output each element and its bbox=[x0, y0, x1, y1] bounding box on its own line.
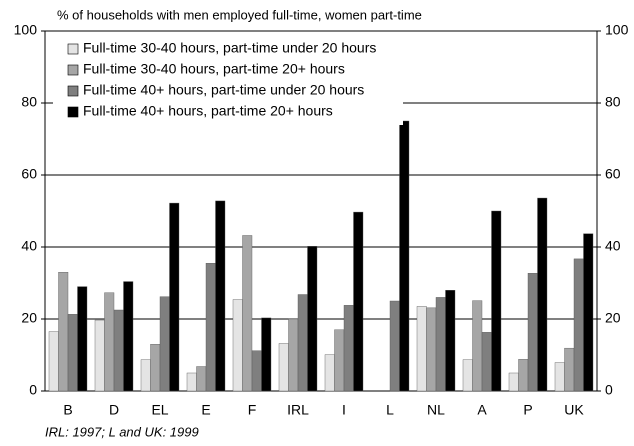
bar bbox=[583, 233, 594, 392]
y-tick-label: 20 bbox=[21, 310, 37, 326]
footnote: IRL: 1997; L and UK: 1999 bbox=[45, 424, 199, 439]
bar bbox=[150, 344, 161, 392]
x-tick-label: L bbox=[386, 402, 394, 418]
x-tick-label: I bbox=[342, 402, 346, 418]
y-tick-label: 60 bbox=[21, 166, 37, 182]
x-tick-label: F bbox=[248, 402, 257, 418]
bar bbox=[169, 202, 180, 392]
bar bbox=[113, 309, 124, 392]
y2-tick-label: 20 bbox=[605, 310, 621, 326]
bar bbox=[159, 296, 170, 392]
bar bbox=[527, 273, 538, 392]
x-tick-label: A bbox=[477, 402, 487, 418]
x-tick-label: E bbox=[201, 402, 210, 418]
x-tick-label: NL bbox=[427, 402, 445, 418]
legend-box bbox=[53, 37, 403, 125]
bar bbox=[435, 297, 446, 392]
bar bbox=[472, 300, 483, 392]
bar bbox=[67, 314, 78, 392]
bar bbox=[554, 362, 565, 392]
legend-label: Full-time 30-40 hours, part-time 20+ hou… bbox=[83, 61, 345, 77]
bar bbox=[261, 317, 272, 392]
legend-swatch bbox=[67, 106, 79, 118]
bar bbox=[518, 359, 529, 392]
bar bbox=[215, 200, 226, 392]
bar bbox=[140, 359, 151, 392]
y2-tick-label: 60 bbox=[605, 166, 621, 182]
bar bbox=[278, 343, 289, 392]
y-tick-label: 100 bbox=[14, 22, 38, 38]
chart-title: % of households with men employed full-t… bbox=[57, 7, 422, 22]
bar bbox=[297, 294, 308, 392]
bar bbox=[104, 292, 115, 392]
legend-swatch bbox=[67, 43, 79, 55]
bar bbox=[537, 197, 548, 392]
bar bbox=[353, 211, 364, 392]
x-tick-label: B bbox=[63, 402, 72, 418]
bar bbox=[508, 372, 519, 392]
legend-swatch bbox=[67, 64, 79, 76]
y2-tick-label: 40 bbox=[605, 238, 621, 254]
bar bbox=[205, 263, 216, 392]
bar bbox=[324, 354, 335, 392]
bar bbox=[481, 332, 492, 392]
bar bbox=[288, 318, 299, 392]
bar bbox=[334, 329, 345, 392]
y-tick-label: 80 bbox=[21, 94, 37, 110]
bar bbox=[416, 306, 427, 392]
bar bbox=[186, 372, 197, 392]
y-tick-label: 40 bbox=[21, 238, 37, 254]
bar bbox=[573, 258, 584, 392]
bar bbox=[389, 300, 400, 392]
bar bbox=[307, 246, 318, 392]
bar bbox=[426, 307, 437, 392]
legend-label: Full-time 40+ hours, part-time 20+ hours bbox=[83, 103, 333, 119]
legend-label: Full-time 30-40 hours, part-time under 2… bbox=[83, 40, 376, 56]
legend-swatch bbox=[67, 85, 79, 97]
x-tick-label: EL bbox=[151, 402, 168, 418]
y2-tick-label: 0 bbox=[605, 382, 613, 398]
y2-tick-label: 100 bbox=[605, 22, 629, 38]
x-tick-label: P bbox=[523, 402, 532, 418]
y-tick-label: 0 bbox=[29, 382, 37, 398]
x-tick-label: UK bbox=[564, 402, 584, 418]
bar bbox=[343, 305, 354, 392]
x-tick-label: IRL bbox=[287, 402, 309, 418]
bar bbox=[462, 359, 473, 392]
bar bbox=[196, 366, 207, 392]
plot-frame bbox=[44, 30, 598, 392]
bar bbox=[399, 120, 410, 392]
legend-label: Full-time 40+ hours, part-time under 20 … bbox=[83, 82, 364, 98]
bar bbox=[94, 319, 105, 392]
bar bbox=[564, 347, 575, 392]
bar bbox=[242, 235, 253, 392]
bar bbox=[77, 286, 88, 392]
bar bbox=[58, 272, 69, 392]
bar bbox=[48, 331, 59, 392]
bar bbox=[232, 299, 243, 392]
bar bbox=[491, 210, 502, 392]
bar bbox=[251, 350, 262, 392]
bar bbox=[445, 290, 456, 392]
x-tick-label: D bbox=[109, 402, 119, 418]
bar bbox=[123, 281, 134, 392]
y2-tick-label: 80 bbox=[605, 94, 621, 110]
